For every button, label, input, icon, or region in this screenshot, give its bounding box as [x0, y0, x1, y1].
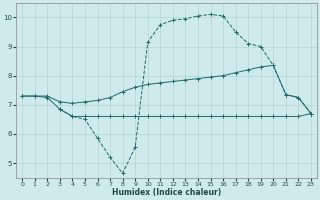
X-axis label: Humidex (Indice chaleur): Humidex (Indice chaleur)	[112, 188, 221, 197]
